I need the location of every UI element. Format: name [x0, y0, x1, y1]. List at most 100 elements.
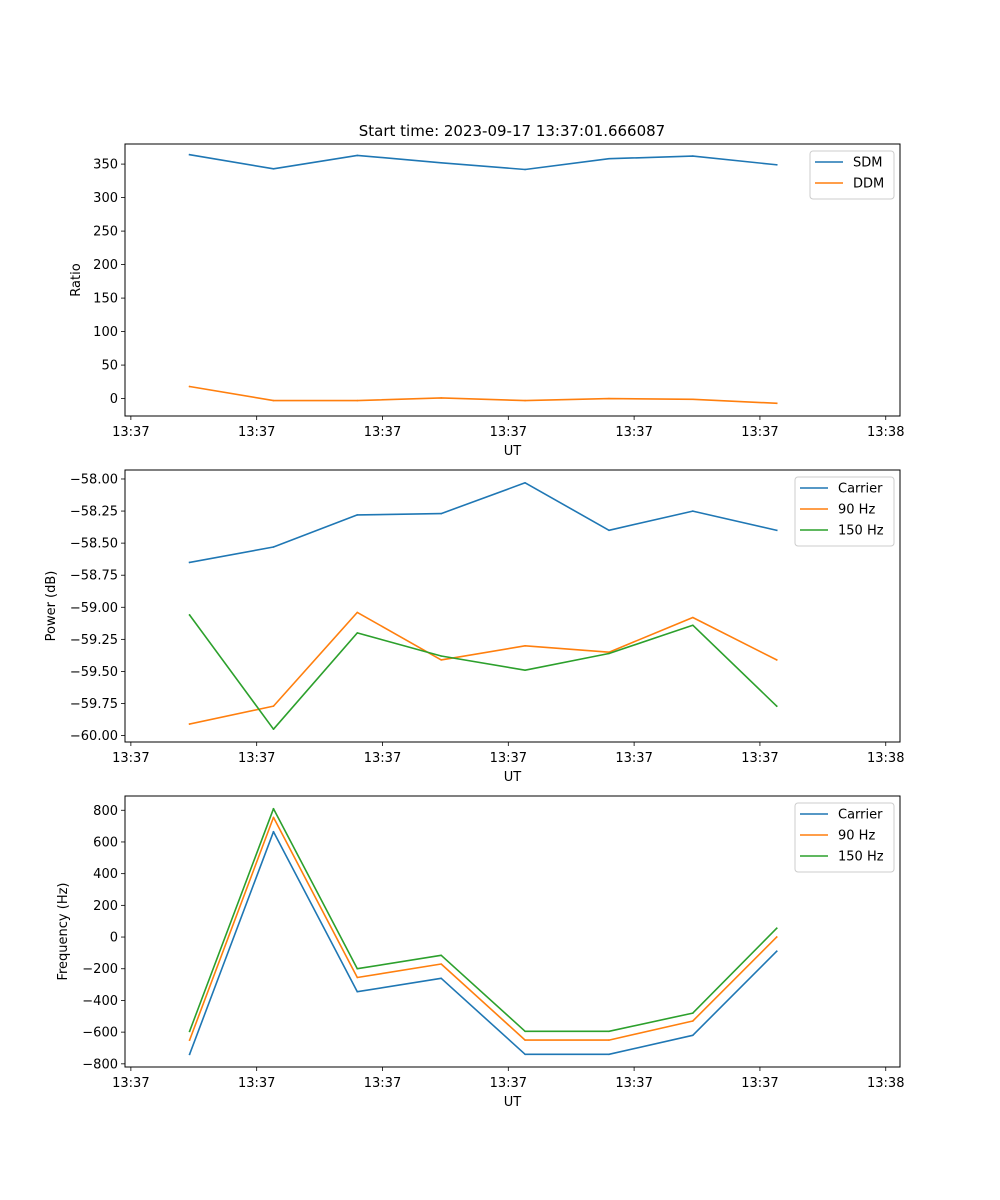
- series-line-90-hz: [188, 816, 778, 1042]
- x-axis-label: UT: [504, 444, 522, 459]
- data-point: [524, 669, 526, 671]
- x-tick-label: 13:37: [490, 751, 527, 766]
- legend-label: DDM: [853, 177, 884, 192]
- x-tick-label: 13:37: [112, 425, 149, 440]
- data-point: [440, 977, 443, 980]
- plot-area-frame: [124, 469, 901, 743]
- data-point: [440, 655, 443, 657]
- x-tick-label: 13:37: [741, 425, 778, 440]
- data-point: [188, 385, 191, 388]
- legend-label: Carrier: [838, 808, 883, 823]
- power-panel: 13:37 13:37 13:37 13:37 13:37 13:37 13:38 −60.0…: [44, 469, 904, 785]
- data-point: [188, 1030, 191, 1033]
- y-tick-label: −59.00: [70, 601, 118, 616]
- x-tick-label: 13:37: [364, 751, 401, 766]
- y-tick-label: 250: [93, 225, 118, 240]
- x-tick-label: 13:37: [615, 425, 652, 440]
- data-point: [188, 723, 191, 725]
- data-point: [524, 1039, 526, 1041]
- x-axis-label: UT: [504, 1095, 522, 1110]
- x-tick-label: 13:37: [238, 425, 275, 440]
- legend-label: 150 Hz: [838, 850, 884, 865]
- data-point: [356, 154, 359, 157]
- y-tick-label: 200: [93, 899, 118, 914]
- y-tick-label: 100: [93, 325, 118, 340]
- y-tick-label: −59.25: [70, 633, 118, 648]
- data-point: [524, 1053, 526, 1056]
- y-tick-label: −200: [82, 962, 118, 977]
- frequency-panel: 13:37 13:37 13:37 13:37 13:37 13:37 13:38 −800 −…: [56, 795, 904, 1110]
- x-tick-label: 13:37: [112, 751, 149, 766]
- x-tick-label: 13:37: [364, 1076, 401, 1091]
- x-tick-label: 13:37: [112, 1076, 149, 1091]
- data-point: [188, 1039, 191, 1041]
- y-tick-label: −59.50: [70, 665, 118, 680]
- y-tick-label: 350: [93, 158, 118, 173]
- data-point: [440, 397, 443, 399]
- y-tick-label: 0: [110, 931, 118, 946]
- y-axis-label: Power (dB): [44, 571, 59, 642]
- y-tick-label: −800: [82, 1057, 118, 1072]
- y-tick-label: −58.25: [70, 505, 118, 520]
- y-tick-label: −58.50: [70, 537, 118, 552]
- series-line-150-hz: [188, 613, 778, 731]
- plot-area-frame: [124, 795, 901, 1068]
- legend-box: [794, 802, 895, 873]
- legend-label: SDM: [853, 156, 882, 171]
- x-tick-label: 13:37: [741, 751, 778, 766]
- data-point: [775, 927, 778, 930]
- data-point: [775, 163, 778, 166]
- data-point: [356, 514, 359, 516]
- data-point: [775, 529, 778, 532]
- plot-area-frame: [124, 143, 901, 417]
- data-point: [524, 168, 526, 171]
- legend-label: 150 Hz: [838, 524, 884, 539]
- y-tick-label: 600: [93, 835, 118, 850]
- y-axis-label: Ratio: [69, 263, 84, 296]
- data-point: [272, 728, 275, 730]
- y-axis-label: Frequency (Hz): [56, 882, 71, 980]
- data-point: [356, 967, 359, 970]
- series-line-90-hz: [188, 611, 778, 725]
- data-point: [272, 705, 275, 707]
- x-tick-label: 13:37: [238, 751, 275, 766]
- data-point: [356, 632, 359, 634]
- data-point: [440, 512, 443, 515]
- x-tick-label: 13:38: [867, 1076, 904, 1091]
- x-tick-label: 13:37: [741, 1076, 778, 1091]
- data-point: [440, 963, 443, 965]
- data-point: [272, 830, 275, 833]
- x-tick-label: 13:38: [867, 425, 904, 440]
- data-point: [692, 624, 694, 627]
- data-point: [608, 397, 610, 400]
- y-tick-label: 150: [93, 292, 118, 307]
- data-point: [608, 1039, 610, 1041]
- x-tick-label: 13:37: [615, 751, 652, 766]
- y-tick-label: −59.75: [70, 697, 118, 712]
- data-point: [188, 614, 191, 616]
- data-point: [692, 510, 694, 512]
- data-point: [524, 482, 526, 484]
- x-tick-label: 13:37: [364, 425, 401, 440]
- legend-label: Carrier: [838, 482, 883, 497]
- legend-label: 90 Hz: [838, 829, 875, 844]
- y-tick-label: 800: [93, 804, 118, 819]
- legend-label: 90 Hz: [838, 503, 875, 518]
- y-tick-label: 400: [93, 867, 118, 882]
- y-tick-label: 300: [93, 191, 118, 206]
- x-axis-label: UT: [504, 770, 522, 785]
- series-line-carrier: [188, 830, 778, 1056]
- series-line-ddm: [188, 385, 778, 405]
- data-point: [608, 652, 610, 655]
- data-point: [524, 644, 526, 647]
- x-tick-label: 13:37: [615, 1076, 652, 1091]
- y-tick-label: −60.00: [70, 729, 118, 744]
- data-point: [692, 155, 694, 157]
- data-point: [608, 1030, 610, 1033]
- data-point: [188, 561, 191, 564]
- y-tick-label: 0: [110, 392, 118, 407]
- x-tick-label: 13:37: [490, 1076, 527, 1091]
- data-point: [775, 950, 778, 953]
